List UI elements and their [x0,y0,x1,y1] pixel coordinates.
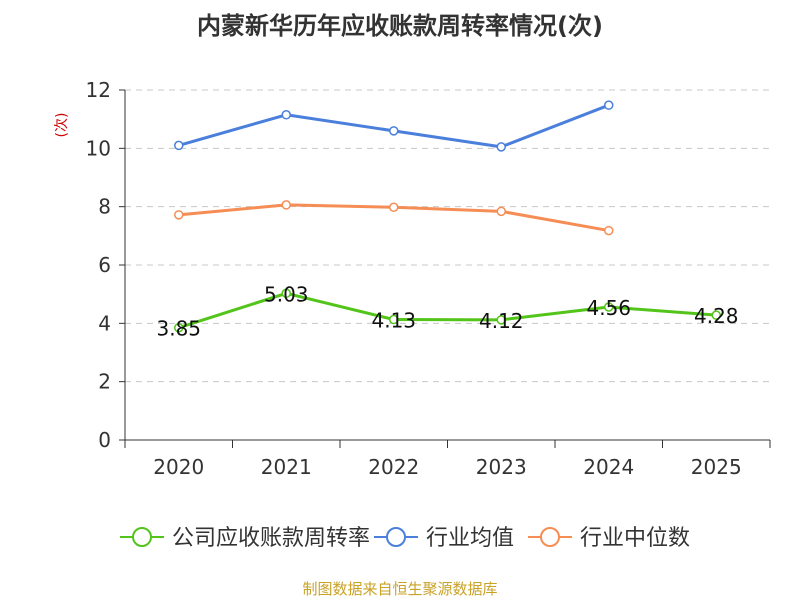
data-point [604,100,614,110]
legend-label: 行业均值 [426,526,514,551]
x-tick-label: 2020 [153,455,204,479]
legend: 公司应收账款周转率 行业均值 行业中位数 [120,526,690,551]
data-point [174,322,184,333]
data-label: 4.12 [479,309,524,333]
legend-marker [386,527,406,547]
legend-marker [132,527,152,547]
x-tick-label: 2021 [261,455,312,479]
data-point [604,225,614,236]
x-tick-label: 2022 [368,455,419,479]
y-tick-label: 10 [86,136,111,160]
data-point [389,202,399,212]
source-note: 制图数据来自恒生聚源数据库 [302,580,498,598]
data-point [389,314,399,325]
x-tick-label: 2023 [476,455,527,479]
legend-label: 公司应收账款周转率 [172,526,370,551]
data-point [496,315,506,325]
legend-label: 行业中位数 [580,526,690,551]
chart-title: 内蒙新华历年应收账款周转率情况(次) [197,12,603,40]
data-point [281,110,291,120]
data-point [496,142,506,152]
data-label: 5.03 [264,282,309,306]
data-point [604,302,614,312]
x-tick-label: 2024 [583,455,634,479]
x-tick-label: 2025 [691,455,742,479]
data-label: 3.85 [156,317,201,341]
data-label: 4.13 [371,309,416,333]
data-point [281,288,291,299]
y-tick-label: 12 [86,78,111,102]
y-tick-label: 2 [98,370,111,394]
axes: 0 2 4 6 8 10 12 2020 2021 2022 2023 2024 2025 (次) [54,78,771,479]
y-tick-label: 6 [98,253,111,277]
data-label: 4.28 [694,304,739,328]
series-lines [174,100,721,333]
series-line-0 [178,291,717,330]
y-axis-label: (次) [54,113,70,138]
y-tick-label: 0 [98,428,111,452]
data-label: 4.56 [586,296,631,320]
data-point [389,126,399,136]
y-tick-label: 8 [98,195,111,219]
y-tick-label: 4 [98,311,111,335]
data-point [496,206,506,217]
data-point [174,210,184,220]
data-point [711,310,721,320]
legend-marker [540,527,560,547]
series-line-1 [178,103,610,149]
grid-lines [125,89,770,383]
data-labels: 3.85 5.03 4.13 4.12 4.56 4.28 [156,282,738,340]
data-point [281,200,291,210]
data-point [174,140,184,151]
